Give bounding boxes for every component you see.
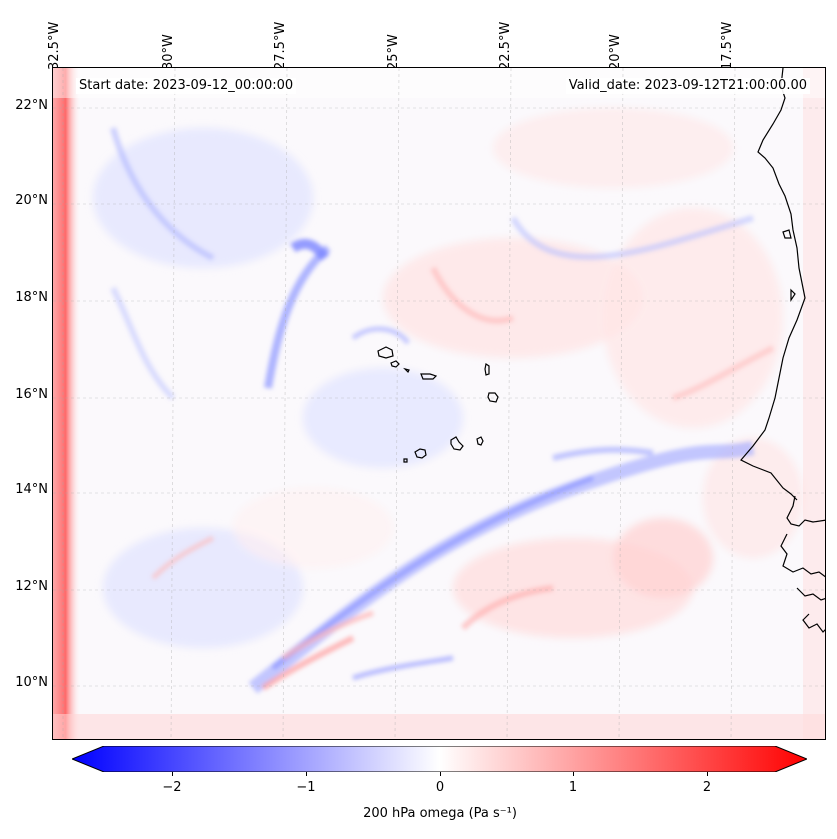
cbar-tick-neg2: −2: [162, 780, 182, 795]
gridlines: [53, 68, 825, 739]
cbar-tickmark-0: [440, 772, 441, 776]
lon-label-25w: 25°W: [386, 34, 401, 70]
cbar-tick-2: 2: [702, 780, 712, 795]
lat-label-14n: 14°N: [15, 482, 48, 497]
bottom-boundary-zone: [53, 714, 825, 739]
colorbar-graphic: [70, 745, 809, 773]
west-africa-coastline: [740, 68, 825, 633]
lat-label-12n: 12°N: [15, 579, 48, 594]
lat-label-22n: 22°N: [15, 98, 48, 113]
start-date-label: Start date: 2023-09-12_00:00:00: [76, 78, 297, 94]
lon-label-20w: 20°W: [608, 34, 623, 70]
lat-label-16n: 16°N: [15, 387, 48, 402]
omega-field-map: [53, 68, 825, 739]
left-boundary-zone: [53, 68, 81, 739]
lon-label-27-5w: 27.5°W: [273, 21, 288, 70]
field-bands: [110, 127, 775, 694]
cbar-tickmark-2: [707, 772, 708, 776]
lat-label-18n: 18°N: [15, 290, 48, 305]
lon-label-17-5w: 17.5°W: [720, 21, 735, 70]
cbar-tickmark-neg1: [306, 772, 307, 776]
lon-label-22-5w: 22.5°W: [498, 21, 513, 70]
cbar-tick-neg1: −1: [296, 780, 316, 795]
field-soft-regions: [93, 108, 803, 648]
cbar-tickmark-neg2: [172, 772, 173, 776]
lat-label-20n: 20°N: [15, 193, 48, 208]
lon-label-32-5w: 32.5°W: [47, 21, 62, 70]
cbar-tick-1: 1: [568, 780, 578, 795]
colorbar-label: 200 hPa omega (Pa s⁻¹): [363, 806, 517, 821]
colorbar-bar: [70, 745, 809, 773]
lat-label-10n: 10°N: [15, 675, 48, 690]
cape-verde-islands: [377, 346, 499, 463]
valid-date-label: Valid_date: 2023-09-12T21:00:00.00: [565, 78, 810, 94]
right-boundary-zone: [803, 68, 825, 739]
lon-label-30w: 30°W: [161, 34, 176, 70]
colorbar: [70, 745, 809, 773]
cbar-tick-0: 0: [435, 780, 445, 795]
cbar-tickmark-1: [573, 772, 574, 776]
map-frame: [52, 67, 826, 740]
